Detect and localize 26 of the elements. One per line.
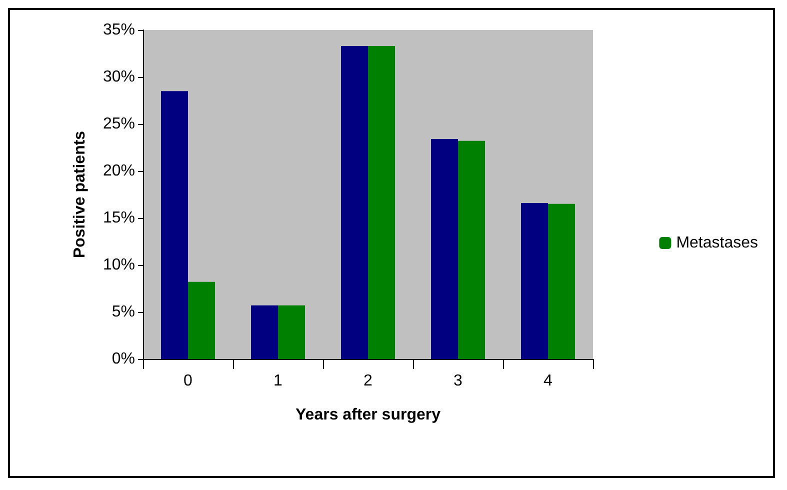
- bar: [431, 139, 458, 359]
- y-tick-label: 20%: [102, 162, 135, 180]
- y-tick-label: 15%: [102, 210, 135, 226]
- bar: [251, 305, 278, 359]
- y-tick-label: 35%: [102, 22, 135, 38]
- y-tick-label: 25%: [102, 116, 135, 132]
- bar: [188, 282, 215, 359]
- bar: [548, 204, 575, 359]
- x-tick-label: 4: [544, 372, 553, 390]
- bar: [458, 140, 485, 359]
- bar: [341, 46, 368, 359]
- x-tick-label: 1: [274, 372, 283, 390]
- y-tick-label: 10%: [102, 256, 135, 274]
- y-tick-label: 5%: [112, 304, 135, 320]
- bar: [521, 202, 548, 359]
- x-tick-label: 0: [184, 372, 193, 390]
- x-tick-label: 2: [364, 372, 373, 390]
- y-axis-title: Positive patients: [72, 130, 88, 258]
- y-tick-label: 30%: [102, 68, 135, 86]
- bar: [161, 91, 188, 359]
- x-tick-label: 3: [454, 372, 463, 390]
- legend-label: Metastases: [676, 234, 758, 252]
- bar: [278, 305, 305, 359]
- bar: [368, 46, 395, 359]
- x-axis-title: Years after surgery: [296, 406, 441, 424]
- y-tick-label: 0%: [112, 350, 135, 368]
